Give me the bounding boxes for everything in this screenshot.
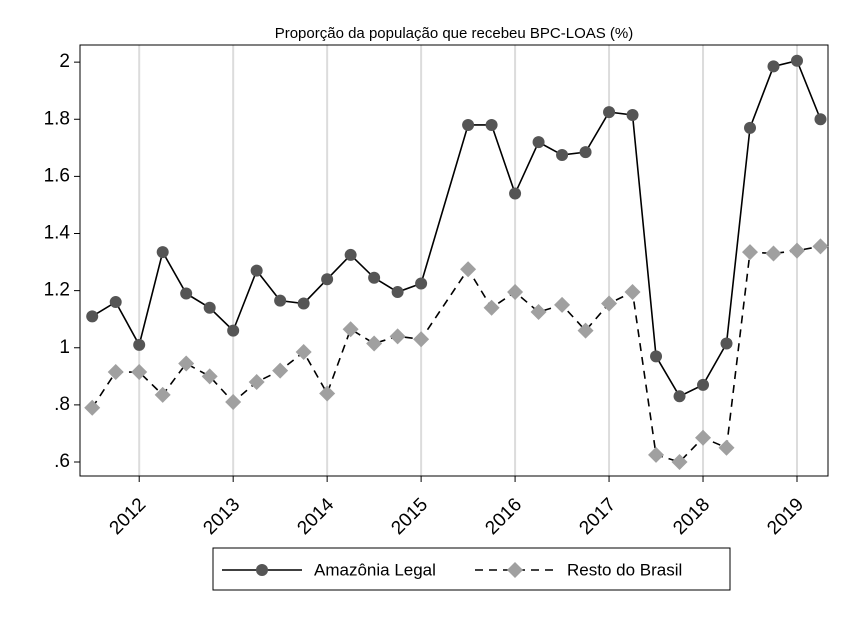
point	[413, 331, 430, 348]
point	[366, 335, 383, 352]
point	[342, 321, 359, 338]
point	[532, 136, 545, 149]
point	[109, 296, 122, 309]
point	[225, 394, 242, 411]
point	[297, 297, 310, 310]
point	[742, 244, 759, 261]
point	[250, 264, 263, 277]
point	[556, 148, 569, 161]
legend-label: Amazônia Legal	[314, 560, 436, 579]
point	[107, 364, 124, 381]
point	[156, 246, 169, 259]
point	[788, 242, 805, 259]
y-tick-label: 1.2	[44, 280, 70, 301]
point	[577, 322, 594, 339]
y-tick-label: 2	[59, 51, 70, 72]
point	[579, 146, 592, 159]
point	[671, 454, 688, 471]
point	[648, 446, 665, 463]
point	[415, 277, 428, 290]
point	[248, 374, 265, 391]
point	[507, 284, 524, 301]
point	[133, 338, 146, 351]
point	[131, 364, 148, 381]
point	[530, 304, 547, 321]
point	[718, 439, 735, 456]
point	[391, 286, 404, 299]
point	[295, 344, 312, 361]
point	[814, 113, 827, 126]
point	[460, 261, 477, 278]
point	[603, 106, 616, 119]
point	[695, 429, 712, 446]
point	[84, 399, 101, 416]
point	[180, 287, 193, 300]
point	[744, 121, 757, 134]
point	[812, 238, 829, 255]
point	[601, 295, 618, 312]
point	[673, 390, 686, 403]
legend-label: Resto do Brasil	[567, 560, 682, 579]
y-tick-label: .6	[54, 451, 70, 472]
chart-title: Proporção da população que recebeu BPC-L…	[275, 25, 634, 42]
point	[483, 299, 500, 316]
plot-frame	[79, 44, 829, 477]
y-tick-label: .8	[54, 394, 70, 415]
point	[319, 385, 336, 402]
point	[154, 386, 171, 403]
point	[485, 118, 498, 131]
y-tick-label: 1.6	[44, 165, 70, 186]
point	[389, 328, 406, 345]
point	[178, 355, 195, 372]
point	[626, 108, 639, 121]
point	[203, 301, 216, 314]
point	[201, 368, 218, 385]
legend: Amazônia Legal Resto do Brasil	[212, 547, 731, 591]
point	[344, 248, 357, 261]
y-tick-label: 1	[59, 337, 70, 358]
legend-marker	[507, 562, 523, 578]
point	[554, 296, 571, 313]
point	[368, 271, 381, 284]
point	[321, 273, 334, 286]
point	[650, 350, 663, 363]
legend-marker	[256, 564, 268, 576]
legend-box	[212, 547, 731, 591]
point	[272, 362, 289, 379]
point	[720, 337, 733, 350]
point	[790, 54, 803, 67]
point	[86, 310, 99, 323]
point	[765, 245, 782, 262]
point	[462, 118, 475, 131]
point	[274, 294, 287, 307]
y-tick-label: 1.4	[44, 223, 71, 244]
y-tick-label: 1.8	[44, 108, 70, 129]
point	[697, 378, 710, 391]
point	[624, 284, 641, 301]
point	[509, 187, 522, 200]
point	[227, 324, 240, 337]
point	[767, 60, 780, 73]
